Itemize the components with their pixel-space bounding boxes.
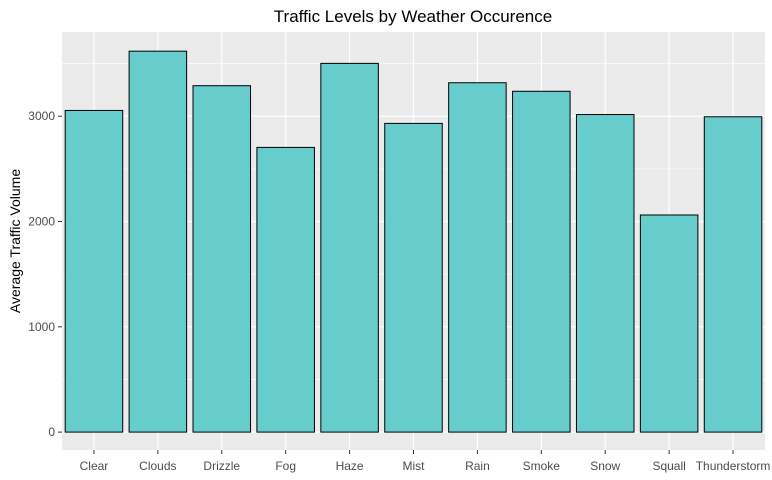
- bars-group: [64, 50, 763, 433]
- bar-thunderstorm: [703, 116, 763, 433]
- bar-mist: [384, 122, 443, 433]
- x-tick-label: Rain: [465, 459, 490, 473]
- bar-clear: [64, 109, 124, 433]
- chart-title: Traffic Levels by Weather Occurence: [274, 7, 552, 26]
- bar-rain: [448, 82, 507, 433]
- bar-snow: [575, 114, 635, 433]
- x-tick-label: Smoke: [523, 459, 561, 473]
- y-axis: 0 1000 2000 3000: [28, 109, 62, 439]
- bar-squall: [639, 214, 699, 433]
- bar-clouds: [128, 50, 188, 433]
- x-tick-label: Snow: [590, 459, 620, 473]
- bar-fog: [256, 146, 315, 433]
- y-tick-label: 2000: [28, 215, 55, 229]
- x-tick-label: Haze: [336, 459, 364, 473]
- y-tick-label: 1000: [28, 320, 55, 334]
- x-tick-label: Clouds: [139, 459, 176, 473]
- y-tick-label: 3000: [28, 109, 55, 123]
- x-tick-label: Drizzle: [203, 459, 240, 473]
- x-tick-label: Thunderstorm: [696, 459, 771, 473]
- bar-drizzle: [192, 85, 252, 433]
- x-tick-label: Mist: [403, 459, 426, 473]
- x-tick-label: Clear: [80, 459, 109, 473]
- y-tick-label: 0: [48, 425, 55, 439]
- x-tick-label: Fog: [275, 459, 296, 473]
- bar-haze: [320, 62, 379, 433]
- x-axis: Clear Clouds Drizzle Fog Haze Mist Rain Smoke Sn…: [80, 450, 771, 473]
- y-axis-label: Average Traffic Volume: [7, 169, 23, 313]
- bar-smoke: [512, 90, 571, 433]
- x-tick-label: Squall: [652, 459, 685, 473]
